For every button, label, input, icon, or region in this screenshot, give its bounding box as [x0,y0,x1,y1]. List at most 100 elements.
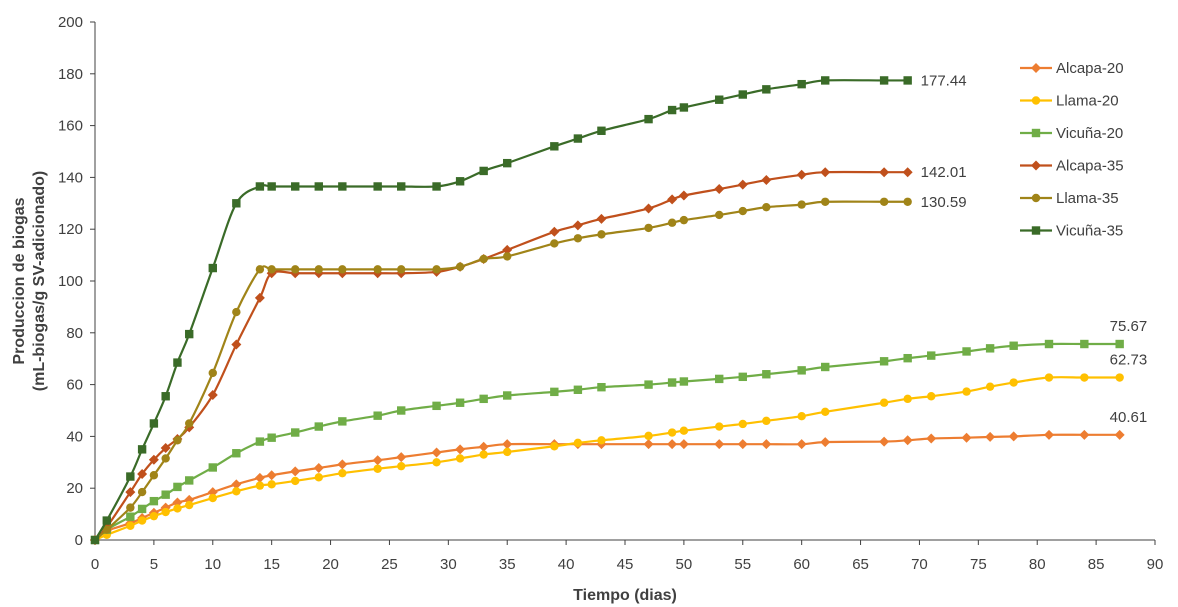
legend-label: Llama-35 [1056,190,1119,207]
x-tick-label: 60 [793,556,810,573]
y-tick-label: 80 [66,325,83,342]
data-point-vicuna-20 [1044,339,1054,349]
data-point-alcapa-35 [796,169,807,180]
data-point-vicuna-35 [738,90,747,99]
data-point-alcapa-20 [313,462,324,473]
data-point-vicuna-20 [550,387,559,397]
data-point-vicuna-20 [338,417,347,426]
data-point-vicuna-20 [738,372,747,382]
data-point-alcapa-20 [643,439,654,450]
series-layer [90,76,1125,545]
data-point-llama-35 [161,454,170,463]
data-point-llama-20 [985,382,995,391]
series-line-llama-20 [94,376,1120,542]
data-point-alcapa-20 [796,439,807,450]
legend-item-alcapa-20: Alcapa-20 [1020,60,1124,77]
data-point-vicuna-35 [432,182,441,191]
data-point-vicuna-20 [149,496,159,506]
legend-swatch-marker [1031,226,1041,235]
data-point-alcapa-20 [337,459,348,470]
data-point-llama-35 [126,503,135,512]
y-tick-label: 0 [75,532,83,549]
data-point-llama-20 [314,473,323,482]
data-point-llama-20 [879,398,889,407]
x-tick-label: 25 [381,556,398,573]
legend-swatch-marker [1031,96,1041,105]
data-point-alcapa-35 [137,468,148,479]
data-point-vicuna-20 [821,362,830,372]
data-point-alcapa-20 [667,439,678,450]
x-tick-label: 50 [676,556,693,573]
data-point-llama-35 [644,223,653,233]
data-point-vicuna-35 [173,358,182,367]
data-point-vicuna-35 [797,79,806,89]
y-axis-title: Produccion de biogas (mL-biogas/g SV-adi… [11,171,48,391]
data-point-llama-20 [338,468,347,478]
legend-label: Alcapa-35 [1056,158,1124,175]
data-point-llama-20 [1009,378,1018,387]
data-point-alcapa-20 [761,439,772,450]
data-point-llama-35 [797,200,806,209]
y-tick-label: 100 [58,273,83,290]
data-point-vicuna-20 [644,380,653,389]
data-point-alcapa-20 [1079,429,1090,440]
data-point-alcapa-35 [572,220,583,231]
data-point-vicuna-20 [455,398,465,407]
y-tick-label: 180 [58,66,83,83]
data-point-vicuna-20 [373,411,382,420]
end-label-alcapa-20: 40.61 [1110,409,1148,426]
data-point-vicuna-35 [679,103,689,112]
data-point-vicuna-20 [314,422,323,431]
data-point-vicuna-35 [573,134,583,143]
data-point-llama-35 [338,265,347,274]
legend-item-vicuna-20: Vicuña-20 [1020,125,1123,142]
data-point-alcapa-20 [1008,431,1019,442]
data-point-llama-20 [797,411,806,421]
data-point-alcapa-35 [148,454,159,465]
data-point-vicuna-35 [208,263,217,273]
data-point-vicuna-35 [644,114,653,124]
x-tick-label: 70 [911,556,928,573]
data-point-llama-20 [161,507,170,517]
y-tick-label: 40 [66,428,83,445]
data-point-alcapa-20 [1044,429,1054,440]
data-point-alcapa-20 [714,439,725,450]
data-point-vicuna-20 [1115,339,1124,349]
data-point-llama-35 [738,206,747,216]
data-point-alcapa-35 [207,389,218,400]
end-label-llama-35: 130.59 [921,194,967,211]
axes [94,22,1155,541]
y-tick-label: 160 [58,118,83,135]
data-point-llama-20 [479,450,488,459]
data-point-vicuna-20 [208,463,217,472]
legend-swatch-marker [1031,128,1041,138]
data-point-llama-35 [149,471,159,480]
data-point-vicuna-20 [137,504,147,514]
series-vicuna-35 [90,76,912,545]
data-point-llama-20 [137,516,147,525]
data-point-llama-35 [255,265,265,274]
data-point-vicuna-20 [597,382,606,392]
data-point-llama-20 [715,422,724,431]
data-point-alcapa-20 [926,433,937,444]
data-point-llama-35 [208,368,217,378]
data-point-alcapa-35 [678,190,689,201]
data-point-llama-35 [185,419,194,428]
legend-item-alcapa-35: Alcapa-35 [1020,158,1124,175]
data-point-llama-20 [397,461,406,471]
data-point-vicuna-35 [903,76,912,85]
legend-label: Alcapa-20 [1056,60,1124,77]
data-point-vicuna-20 [962,347,971,356]
data-point-vicuna-20 [715,374,724,384]
data-point-llama-20 [1044,373,1054,382]
series-llama-20 [90,373,1124,545]
data-point-vicuna-20 [255,437,265,446]
legend-item-llama-35: Llama-35 [1020,190,1119,207]
data-point-alcapa-35 [160,443,171,454]
data-point-llama-35 [597,230,606,239]
data-point-alcapa-35 [737,179,748,190]
data-point-vicuna-20 [503,391,512,400]
data-point-vicuna-35 [821,76,830,85]
end-label-vicuna-35: 177.44 [921,72,967,89]
data-point-vicuna-20 [432,401,441,411]
